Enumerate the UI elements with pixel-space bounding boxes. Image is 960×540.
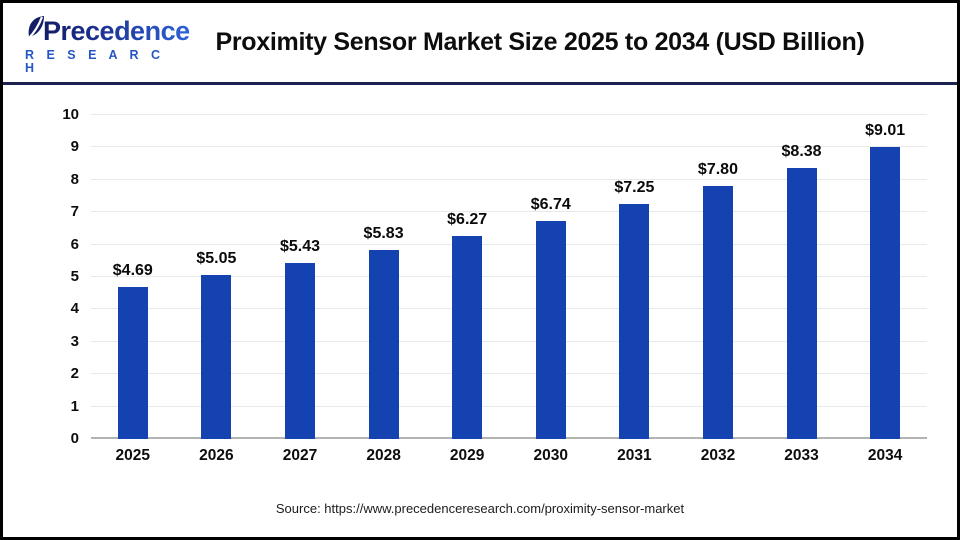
gridline	[91, 308, 927, 310]
bar-group-2027: $5.43	[258, 115, 342, 439]
bars-container: $4.69 $5.05 $5.43 $5.83 $6.27 $6.74 $7.25 $7.80…	[91, 115, 927, 439]
bar-group-2033: $8.38	[760, 115, 844, 439]
bar-value-label: $5.83	[363, 225, 404, 243]
bar-group-2025: $4.69	[91, 115, 175, 439]
x-axis-labels: 2025 2026 2027 2028 2029 2030 2031 2032 2033 2034	[91, 447, 927, 465]
bar-group-2026: $5.05	[175, 115, 259, 439]
x-tick-label: 2034	[867, 447, 903, 464]
bar-2028	[368, 250, 399, 439]
gridline	[91, 178, 927, 180]
brand-logo: Precedence R E S E A R C H	[25, 15, 190, 75]
y-tick-label: 1	[70, 397, 79, 415]
header: Precedence R E S E A R C H Proximity Sen…	[3, 3, 957, 82]
gridline	[91, 340, 927, 342]
page-title: Proximity Sensor Market Size 2025 to 203…	[215, 28, 865, 56]
gridline	[91, 243, 927, 245]
x-tick-label: 2031	[617, 447, 652, 464]
bar-group-2030: $6.74	[509, 115, 593, 439]
bar-group-2028: $5.83	[342, 115, 426, 439]
y-tick-label: 0	[70, 430, 79, 447]
bar-group-2034: $9.01	[843, 115, 927, 439]
gridline	[91, 405, 927, 407]
leaf-icon	[25, 15, 45, 45]
x-tick-label: 2030	[533, 447, 568, 464]
bar-value-label: $6.74	[530, 195, 571, 213]
brand-logo-top: Precedence	[25, 15, 190, 45]
x-tick-label: 2025	[115, 447, 151, 464]
x-tick-label: 2026	[199, 447, 234, 464]
gridline	[91, 276, 927, 277]
plot-area: $4.69 $5.05 $5.43 $5.83 $6.27 $6.74 $7.25 $7.80…	[62, 106, 927, 447]
bar-2033	[786, 167, 817, 439]
bar-value-label: $8.38	[781, 142, 822, 160]
y-tick-label: 7	[70, 203, 79, 221]
bar-value-label: $7.80	[697, 161, 738, 179]
bar-2025	[117, 287, 148, 439]
y-tick-label: 8	[70, 170, 79, 188]
bar-value-label: $6.27	[447, 210, 488, 228]
bar-value-label: $9.01	[865, 122, 906, 140]
bar-2034	[870, 147, 901, 439]
bar-2026	[201, 275, 232, 439]
gridline	[91, 373, 927, 375]
bar-2030	[535, 220, 566, 439]
gridline	[91, 211, 927, 213]
source-text: Source: https://www.precedenceresearch.c…	[275, 501, 685, 516]
x-axis-line	[91, 437, 927, 439]
y-tick-label: 2	[70, 365, 79, 383]
bar-group-2031: $7.25	[593, 115, 677, 439]
bar-2031	[619, 204, 650, 439]
y-tick-label: 10	[62, 106, 79, 123]
bar-chart: $4.69 $5.05 $5.43 $5.83 $6.27 $6.74 $7.25 $7.80…	[3, 106, 957, 516]
gridline	[91, 114, 927, 115]
bar-value-label: $7.25	[614, 179, 655, 197]
y-tick-label: 6	[70, 235, 79, 253]
bar-2032	[702, 186, 733, 439]
bar-value-label: $5.43	[279, 238, 320, 256]
x-tick-label: 2028	[366, 447, 401, 464]
bar-group-2029: $6.27	[425, 115, 509, 439]
gridline	[91, 146, 927, 148]
bar-value-label: $5.05	[196, 250, 237, 268]
bar-group-2032: $7.80	[676, 115, 760, 439]
x-tick-label: 2029	[449, 447, 485, 464]
bar-2029	[452, 235, 483, 439]
x-tick-label: 2032	[700, 447, 736, 464]
x-tick-label: 2027	[282, 447, 318, 464]
brand-name: Precedence	[43, 16, 190, 46]
brand-subtitle: R E S E A R C H	[25, 48, 165, 75]
y-tick-label: 4	[70, 300, 79, 318]
y-tick-label: 5	[70, 268, 79, 285]
y-tick-label: 9	[70, 138, 79, 156]
x-tick-label: 2033	[784, 447, 819, 464]
bar-2027	[284, 263, 315, 439]
header-separator	[3, 82, 957, 85]
y-tick-label: 3	[70, 332, 79, 350]
bar-value-label: $4.69	[112, 262, 153, 280]
